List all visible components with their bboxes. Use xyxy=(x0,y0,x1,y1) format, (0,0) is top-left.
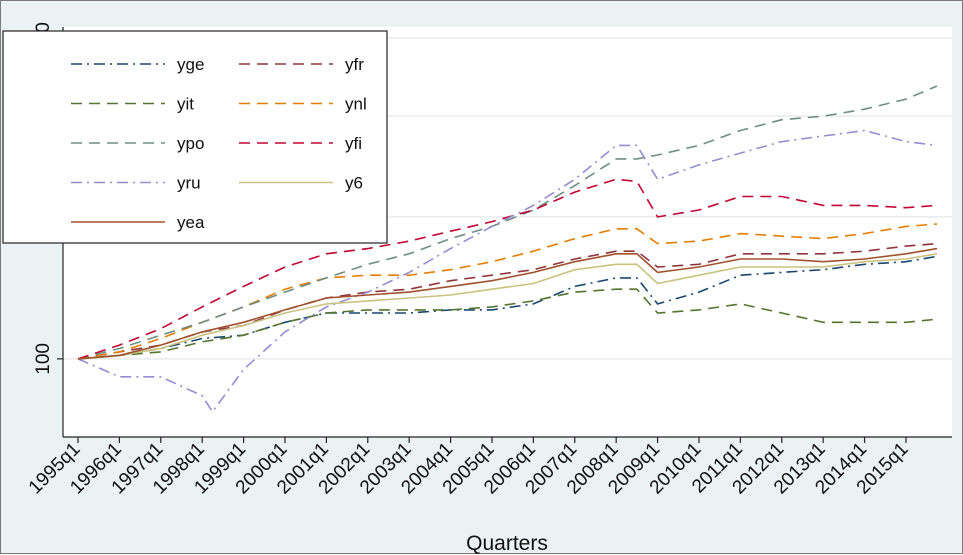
series-line-yea xyxy=(77,247,938,360)
legend-label-yge: yge xyxy=(177,55,204,74)
legend-label-y6: y6 xyxy=(345,174,363,193)
legend-label-yfi: yfi xyxy=(345,134,362,153)
series-line-y6 xyxy=(77,253,938,360)
series-line-yfi xyxy=(77,178,938,360)
series-line-yge xyxy=(77,255,938,360)
legend-box xyxy=(2,30,388,244)
legend-label-yfr: yfr xyxy=(345,55,364,74)
series-line-ynl xyxy=(77,223,938,360)
legend-label-ypo: ypo xyxy=(177,134,204,153)
series-line-ypo xyxy=(77,85,938,360)
legend-label-yru: yru xyxy=(177,174,201,193)
legend-label-ynl: ynl xyxy=(345,95,367,114)
legend: yge yfr yit ynl ypo yfi yru y6 yea xyxy=(2,30,388,244)
series-line-yit xyxy=(77,288,938,360)
legend-label-yea: yea xyxy=(177,213,205,232)
series-line-yru xyxy=(77,129,938,414)
x-axis-title: Quarters xyxy=(466,532,548,555)
legend-label-yit: yit xyxy=(177,95,194,114)
y-tick-label: 100 xyxy=(33,343,54,375)
